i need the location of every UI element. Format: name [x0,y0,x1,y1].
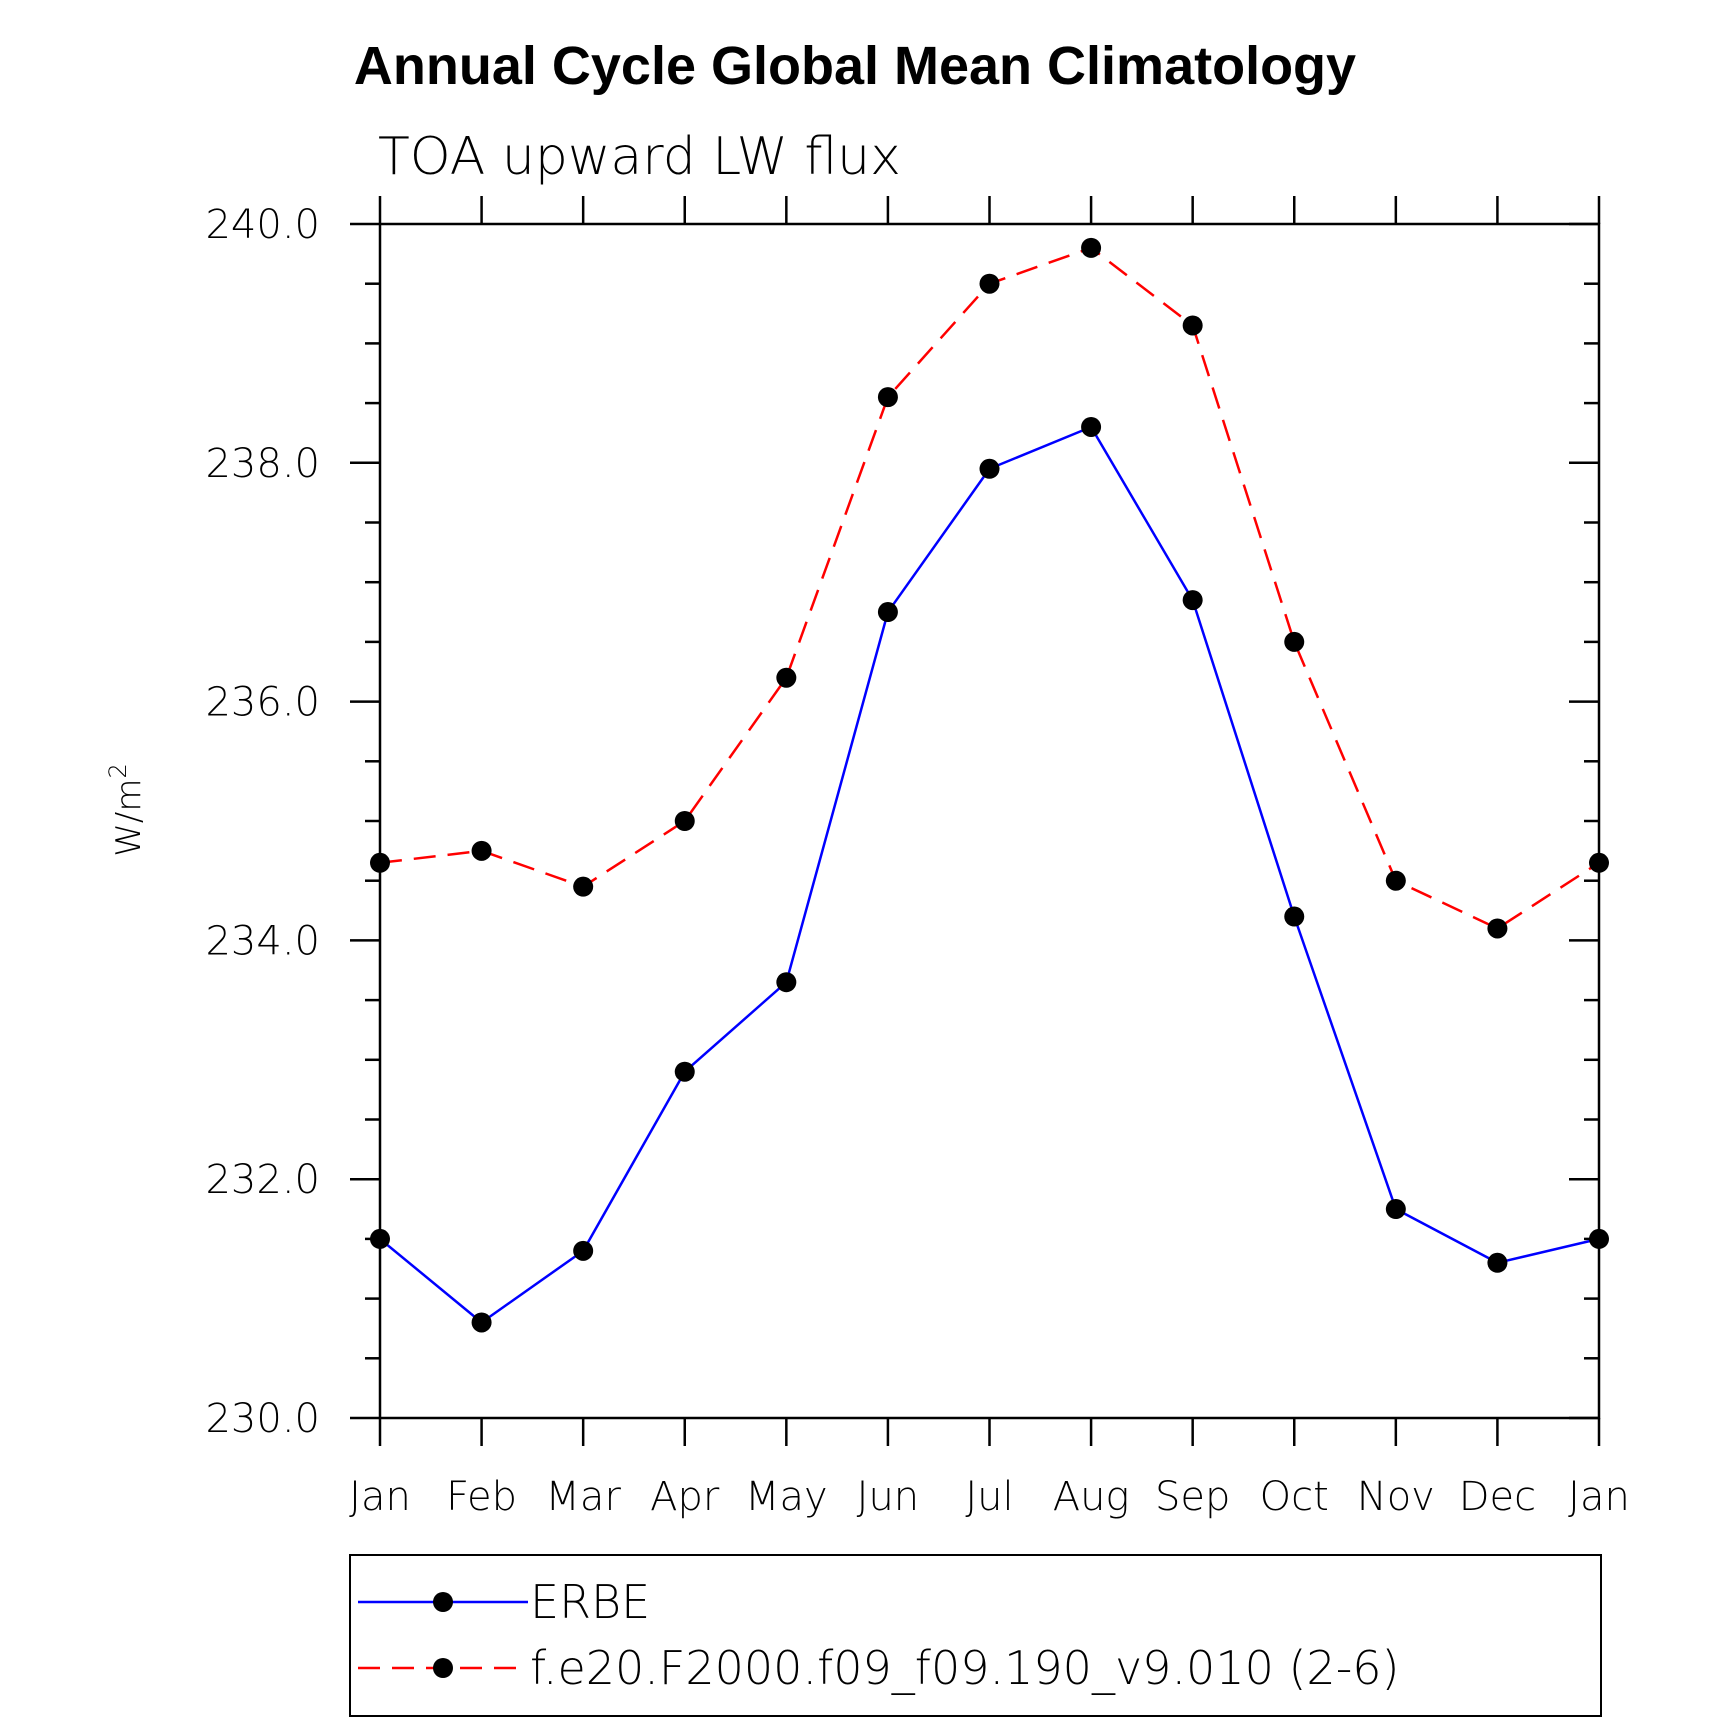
y-tick-label: 232.0 [205,1157,320,1203]
x-tick-label: Aug [1053,1474,1130,1520]
data-point [471,1312,492,1333]
data-point [1284,906,1305,927]
x-tick-label: Nov [1357,1474,1435,1520]
data-point [1487,918,1508,939]
y-axis-label: W/m2 [104,763,149,856]
data-point [877,602,898,623]
x-tick-label: Jan [349,1474,411,1520]
tick-labels: Jan Feb Mar Apr May Jun Jul Aug Sep Oct Nov Dec Jan 2… [205,202,1629,1520]
y-axis-label-text: W/m [109,779,149,857]
legend: ERBE f.e20.F2000.f09_f09.190_v9.010 (2-6) [349,1554,1602,1717]
legend-items: ERBE f.e20.F2000.f09_f09.190_v9.010 (2-6) [358,1575,1400,1695]
x-tick-label: Mar [545,1474,621,1520]
series-layer [370,237,1609,1333]
data-point [1284,631,1305,652]
data-point [1385,1199,1406,1220]
y-axis-label-superscript: 2 [104,763,132,778]
data-point [674,811,695,831]
x-tick-label: Jun [857,1474,920,1520]
legend-item: ERBE [358,1575,650,1629]
series-1 [370,416,1609,1333]
data-point [1081,416,1102,437]
chart-subtitle: TOA upward LW flux [378,127,901,187]
x-tick-label: May [745,1474,828,1520]
legend-marker [433,1592,453,1612]
x-tick-label: Sep [1155,1474,1230,1520]
data-point [471,840,492,861]
y-tick-label: 236.0 [205,680,320,726]
x-tick-label: Jul [965,1474,1013,1520]
x-tick-label: Oct [1260,1474,1329,1520]
data-point [573,1240,594,1261]
data-point [1385,870,1406,891]
data-point [877,387,898,408]
y-tick-label: 234.0 [205,918,320,964]
legend-item: f.e20.F2000.f09_f09.190_v9.010 (2-6) [358,1641,1400,1695]
legend-label: ERBE [530,1575,650,1629]
data-point [1182,590,1203,611]
series-2 [370,237,1609,939]
series-line [379,425,1600,1324]
x-tick-label: Dec [1459,1474,1536,1520]
data-point [1487,1252,1508,1273]
axis-ticks [350,196,1601,1446]
legend-label: f.e20.F2000.f09_f09.190_v9.010 (2-6) [530,1641,1400,1695]
y-tick-label: 230.0 [205,1396,320,1442]
plot-frame [378,222,1601,1420]
series-line [379,246,1600,930]
x-tick-label: Jan [1568,1474,1630,1520]
data-point [979,273,1000,294]
data-point [1182,315,1203,336]
y-tick-label: 240.0 [205,202,320,248]
x-tick-label: Apr [650,1474,720,1520]
data-point [979,458,1000,479]
data-point [674,1061,695,1082]
legend-marker [433,1658,453,1678]
data-point [776,972,797,993]
x-tick-label: Feb [446,1474,517,1520]
data-point [1081,237,1102,258]
data-point [573,876,594,897]
chart-title: Annual Cycle Global Mean Climatology [354,36,1356,96]
data-point [776,667,797,688]
legend-box [349,1554,1602,1717]
y-tick-label: 238.0 [205,441,320,487]
